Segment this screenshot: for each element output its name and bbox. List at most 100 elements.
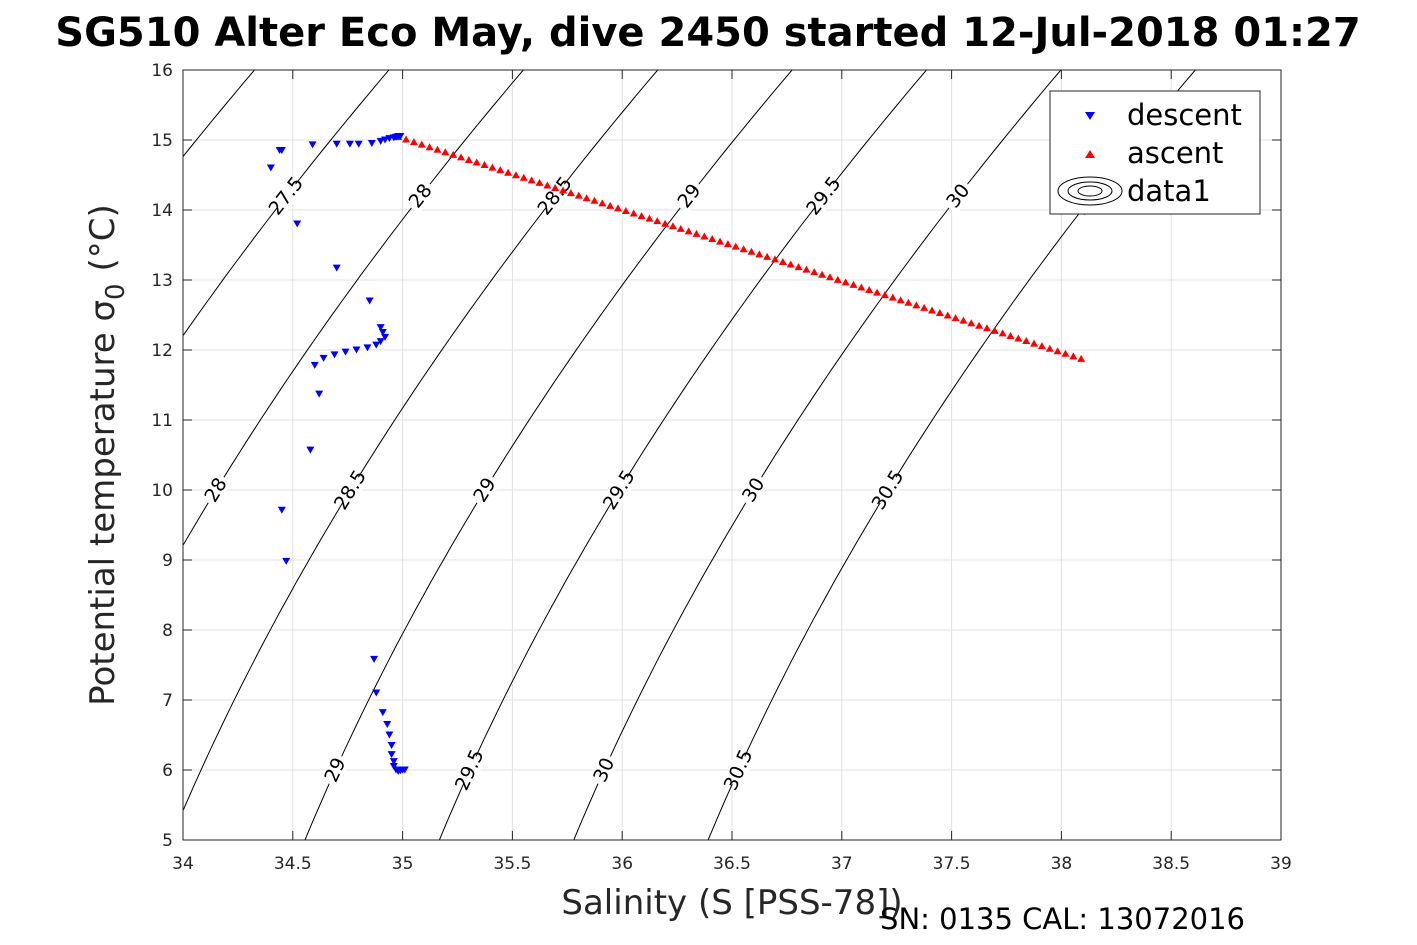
legend: descent ascent data1 xyxy=(1049,90,1261,215)
x-axis-label: Salinity (S [PSS-78]) xyxy=(561,883,902,923)
ascent-point xyxy=(920,303,929,311)
ascent-point xyxy=(464,155,473,163)
descent-point xyxy=(383,721,392,728)
ascent-point xyxy=(566,189,575,197)
descent-point xyxy=(400,766,409,774)
ascent-point xyxy=(990,326,999,334)
ascent-point xyxy=(825,273,834,281)
descent-point xyxy=(332,140,341,148)
descent-point xyxy=(293,220,302,228)
ascent-point xyxy=(535,178,544,186)
ascent-point xyxy=(559,186,568,194)
descent-point xyxy=(330,351,339,359)
y-axis-label-sub: 0 xyxy=(101,283,131,300)
ascent-point xyxy=(716,237,725,245)
ascent-point xyxy=(574,191,583,199)
y-axis-label: Potential temperature σ xyxy=(83,300,123,706)
descent-point xyxy=(387,742,396,749)
ascent-point xyxy=(614,204,623,212)
descent-point xyxy=(266,164,275,172)
ascent-point xyxy=(700,232,709,240)
ascent-point xyxy=(582,194,591,202)
descent-point xyxy=(396,133,405,140)
ascent-point xyxy=(802,265,811,273)
ascent-point xyxy=(959,316,968,324)
y-tick-label: 9 xyxy=(162,551,173,571)
ascent-point xyxy=(527,176,536,184)
ascent-point xyxy=(1061,349,1070,357)
ascent-point xyxy=(449,150,458,158)
legend-data1-marker xyxy=(1057,176,1123,206)
descent-point xyxy=(332,264,341,272)
ascent-point xyxy=(543,181,552,189)
ascent-point xyxy=(480,161,489,169)
descent-point xyxy=(378,329,387,336)
ascent-point xyxy=(818,270,827,278)
descent-point xyxy=(381,136,390,144)
y-tick-label: 13 xyxy=(151,271,173,291)
ascent-point xyxy=(402,135,411,143)
y-axis-label-unit: (°C) xyxy=(83,204,123,271)
descent-point xyxy=(308,141,317,149)
ascent-point xyxy=(739,245,748,253)
descent-point xyxy=(385,731,394,739)
ascent-point xyxy=(417,140,426,148)
descent-point xyxy=(277,147,286,154)
descent-point xyxy=(310,361,319,369)
ascent-point xyxy=(496,166,505,174)
descent-point xyxy=(376,324,385,332)
ascent-point xyxy=(653,217,662,225)
descent-point xyxy=(389,758,398,766)
descent-point xyxy=(315,390,324,398)
ascent-point xyxy=(1037,342,1046,350)
y-tick-label: 8 xyxy=(162,621,173,641)
x-tick-label: 35.5 xyxy=(493,854,531,874)
ascent-point xyxy=(896,296,905,304)
ascent-point xyxy=(629,209,638,217)
descent-point xyxy=(345,140,354,148)
ascent-point xyxy=(1014,334,1023,342)
ascent-point xyxy=(692,229,701,237)
y-tick-label: 6 xyxy=(162,761,173,781)
descent-series xyxy=(266,133,409,775)
descent-point xyxy=(354,140,363,148)
descent-point xyxy=(378,709,387,717)
ascent-point xyxy=(982,324,991,332)
y-tick-label: 7 xyxy=(162,691,173,711)
ascent-point xyxy=(967,319,976,327)
ascent-point xyxy=(1030,339,1039,347)
ascent-point xyxy=(1045,344,1054,352)
descent-point xyxy=(282,557,291,565)
ascent-point xyxy=(857,283,866,291)
descent-point xyxy=(352,346,361,354)
serial-calibration-footer: SN: 0135 CAL: 13072016 xyxy=(880,902,1245,936)
x-tick-label: 38.5 xyxy=(1152,854,1190,874)
ascent-point xyxy=(849,280,858,288)
descent-point xyxy=(277,506,286,514)
legend-data1-label: data1 xyxy=(1127,174,1211,208)
ascent-point xyxy=(1069,352,1078,360)
descent-point xyxy=(381,333,390,341)
x-tick-label: 37.5 xyxy=(933,854,971,874)
ascent-point xyxy=(433,145,442,153)
ascent-point xyxy=(511,171,520,179)
descent-point xyxy=(319,354,328,362)
ascent-point xyxy=(723,240,732,248)
x-tick-label: 38 xyxy=(1051,854,1073,874)
y-tick-label: 15 xyxy=(151,131,173,151)
descent-point xyxy=(306,446,315,454)
ascent-point xyxy=(873,288,882,296)
chart-title: SG510 Alter Eco May, dive 2450 started 1… xyxy=(55,10,1360,56)
descent-point xyxy=(370,655,379,663)
ascent-point xyxy=(1077,354,1086,362)
descent-point xyxy=(365,297,374,305)
ascent-point xyxy=(833,275,842,283)
descent-point xyxy=(376,137,385,145)
ascent-point xyxy=(888,293,897,301)
legend-descent-marker xyxy=(1085,112,1095,120)
y-tick-label: 11 xyxy=(151,411,173,431)
x-axis-ticks: 34 34.5 35 35.5 36 36.5 37 37.5 38 38.5 39 xyxy=(172,70,1292,874)
ascent-point xyxy=(590,196,599,204)
ascent-point xyxy=(684,227,693,235)
ascent-point xyxy=(551,184,560,192)
